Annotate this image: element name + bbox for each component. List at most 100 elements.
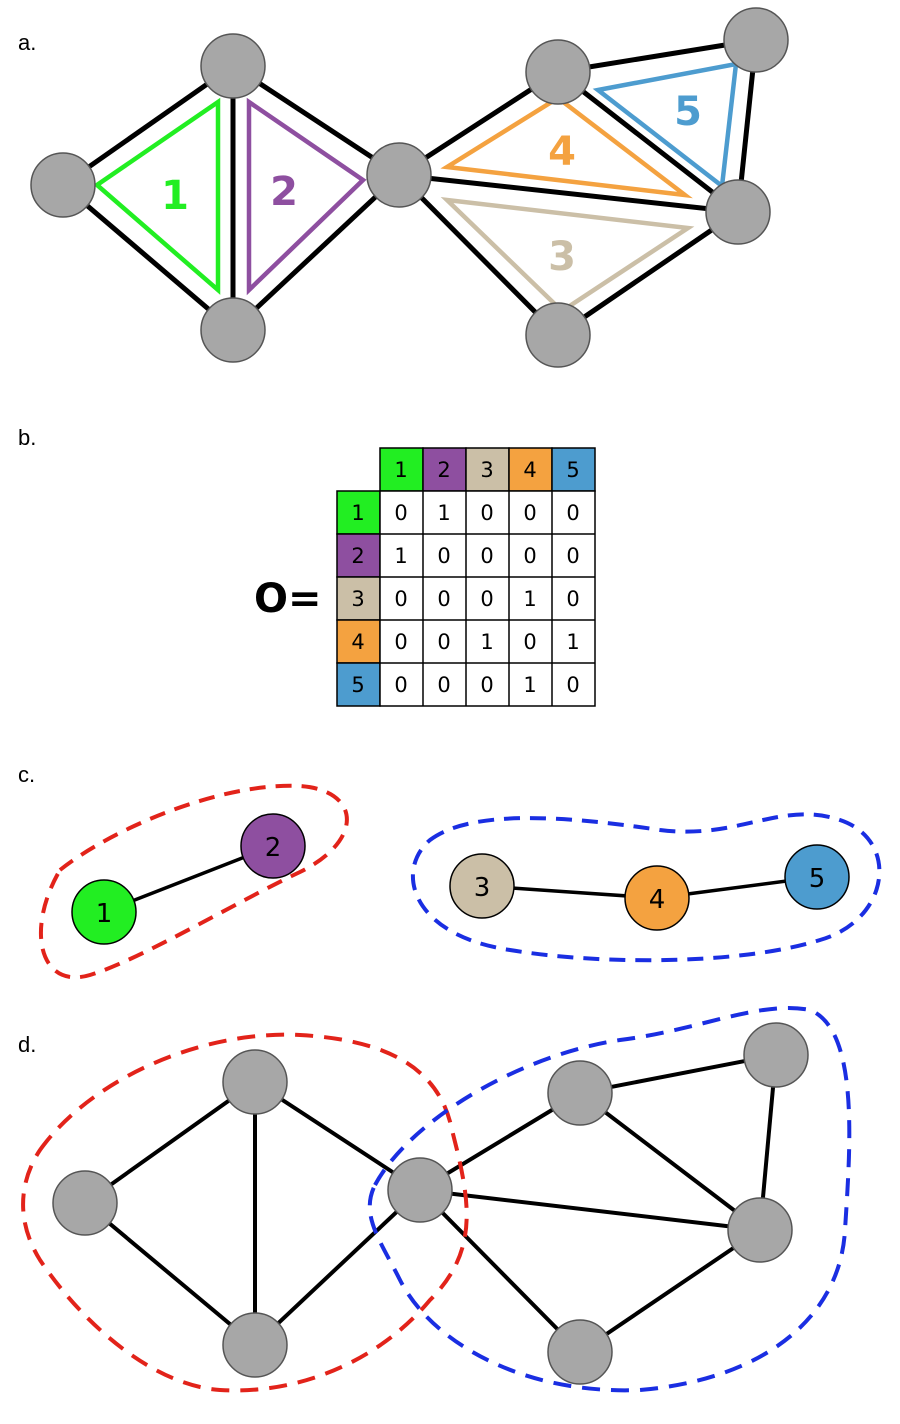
- triangle-3: [440, 196, 695, 314]
- edge: [578, 1091, 762, 1232]
- matrix-cell: 0: [394, 501, 407, 525]
- edge: [397, 173, 560, 337]
- edge: [253, 1080, 422, 1192]
- panel-a-graph: 1 2 3 4 5: [30, 7, 789, 368]
- community-node-4: [624, 865, 690, 931]
- community-node-label: 4: [649, 885, 666, 915]
- edge: [83, 1201, 257, 1347]
- matrix-cell: 0: [480, 501, 493, 525]
- community-outline-blue: [410, 812, 882, 963]
- community-node-label: 3: [474, 873, 491, 903]
- panel-label-d: d.: [18, 1032, 37, 1057]
- panel-label-a: a.: [18, 30, 37, 55]
- matrix-cell: 0: [523, 544, 536, 568]
- graph-node: [222, 1049, 288, 1115]
- edge: [61, 183, 235, 332]
- matrix-cell: 0: [394, 673, 407, 697]
- edge: [398, 172, 739, 215]
- graph-node: [705, 179, 771, 245]
- matrix-cell: 0: [566, 673, 579, 697]
- header-label: 1: [394, 458, 407, 482]
- edge: [557, 37, 757, 75]
- graph-node: [723, 7, 789, 73]
- community-node-2: [240, 813, 306, 879]
- edge: [83, 1080, 257, 1205]
- edge: [579, 1053, 777, 1095]
- matrix-cell: 0: [523, 630, 536, 654]
- matrix-column-headers: 1 2 3 4 5: [379, 447, 596, 492]
- matrix-cell: 1: [523, 673, 536, 697]
- header-label: 5: [351, 673, 364, 697]
- header-label: 5: [566, 458, 579, 482]
- edge: [231, 63, 401, 178]
- header-label: 2: [351, 544, 364, 568]
- header-label: 2: [437, 458, 450, 482]
- community-outline-red: [38, 783, 349, 980]
- edge: [578, 1228, 762, 1354]
- triangle-label: 2: [270, 169, 298, 215]
- header-label: 4: [523, 458, 536, 482]
- panel-a-triangle-labels: 1 2 3 4 5: [161, 89, 702, 280]
- triangle-1: [93, 97, 221, 295]
- community-node-5: [784, 844, 850, 910]
- edge: [556, 70, 740, 214]
- header-cell: [379, 447, 424, 492]
- matrix-cell: 0: [394, 630, 407, 654]
- panel-d-graph: [21, 1005, 852, 1393]
- triangle-2: [246, 97, 367, 296]
- matrix-cell: 1: [394, 544, 407, 568]
- graph-node: [727, 1197, 793, 1263]
- matrix-cell: 0: [523, 501, 536, 525]
- triangle-label: 5: [674, 89, 702, 135]
- triangle-label: 1: [161, 173, 189, 219]
- matrix-cell: 0: [437, 630, 450, 654]
- matrix-cell: 0: [566, 544, 579, 568]
- panel-a-nodes: [30, 7, 789, 368]
- triangle-5: [592, 61, 739, 191]
- triangle-4: [440, 95, 693, 199]
- graph-node: [525, 302, 591, 368]
- matrix-cell: 0: [480, 587, 493, 611]
- edge: [556, 209, 740, 338]
- panel-a-triangles: [93, 61, 739, 314]
- graph-node: [547, 1060, 613, 1126]
- matrix-cell: 1: [437, 501, 450, 525]
- matrix-cell: 0: [566, 587, 579, 611]
- matrix-cell: 0: [437, 587, 450, 611]
- matrix-values: 0 1 0 0 0 1 0 0 0 0 0 0 0 1 0 0 0 1 0 1 …: [394, 501, 579, 697]
- graph-node: [387, 1157, 453, 1223]
- edge: [419, 1188, 761, 1232]
- matrix-cell: 1: [480, 630, 493, 654]
- header-label: 3: [480, 458, 493, 482]
- header-cell: [336, 490, 381, 535]
- graph-node: [200, 297, 266, 363]
- header-cell: [551, 447, 596, 492]
- header-label: 3: [351, 587, 364, 611]
- community-node-label: 5: [809, 864, 826, 894]
- matrix-cell: 0: [566, 501, 579, 525]
- graph-node: [222, 1312, 288, 1378]
- edge: [253, 1188, 422, 1347]
- community-node-1: [71, 879, 137, 945]
- graph-node: [366, 142, 432, 208]
- matrix-cell: 0: [394, 587, 407, 611]
- graph-node: [52, 1170, 118, 1236]
- header-cell: [465, 447, 510, 492]
- matrix-row-headers: 1 2 3 4 5: [336, 490, 381, 707]
- community-node-3: [449, 853, 515, 919]
- matrix-symbol: O=: [254, 576, 322, 622]
- community-outline-red: [21, 1032, 469, 1393]
- graph-node: [743, 1022, 809, 1088]
- graph-node: [30, 152, 96, 218]
- header-label: 1: [351, 501, 364, 525]
- header-cell: [336, 619, 381, 664]
- triangle-label: 3: [548, 234, 576, 280]
- header-cell: [336, 662, 381, 707]
- panel-label-c: c.: [18, 762, 36, 787]
- header-label: 4: [351, 630, 364, 654]
- panel-label-b: b.: [18, 425, 37, 450]
- graph-node: [525, 39, 591, 105]
- header-cell: [336, 576, 381, 621]
- matrix-cell: 1: [523, 587, 536, 611]
